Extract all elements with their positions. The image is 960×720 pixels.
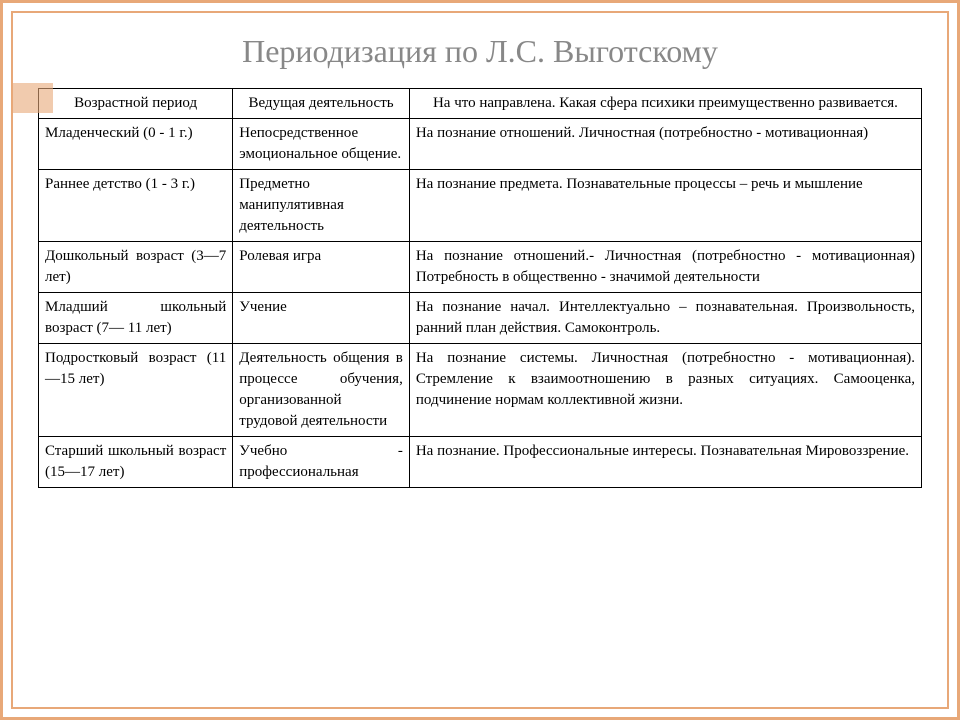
cell-period: Младший школьный возраст (7— 11 лет) — [39, 293, 233, 344]
cell-period: Подростковый возраст (11—15 лет) — [39, 344, 233, 437]
table-row: Подростковый возраст (11—15 лет) Деятель… — [39, 344, 922, 437]
slide-inner-frame: Периодизация по Л.С. Выготскому Возрастн… — [11, 11, 949, 709]
cell-period: Старший школьный возраст (15—17 лет) — [39, 437, 233, 488]
table-header-row: Возрастной период Ведущая деятельность Н… — [39, 89, 922, 119]
table-row: Старший школьный возраст (15—17 лет) Уче… — [39, 437, 922, 488]
cell-activity: Учебно - профессиональная — [233, 437, 410, 488]
page-title: Периодизация по Л.С. Выготскому — [13, 13, 947, 88]
cell-focus: На познание системы. Личностная (потребн… — [409, 344, 921, 437]
table-row: Младенческий (0 - 1 г.) Непосредственное… — [39, 119, 922, 170]
periodization-table: Возрастной период Ведущая деятельность Н… — [38, 88, 922, 488]
cell-focus: На познание. Профессиональные интересы. … — [409, 437, 921, 488]
accent-decoration — [13, 83, 53, 113]
slide-outer-frame: Периодизация по Л.С. Выготскому Возрастн… — [0, 0, 960, 720]
cell-activity: Предметно манипулятивная деятельность — [233, 170, 410, 242]
cell-focus: На познание отношений. Личностная (потре… — [409, 119, 921, 170]
cell-focus: На познание отношений.- Личностная (потр… — [409, 242, 921, 293]
cell-period: Дошкольный возраст (3—7 лет) — [39, 242, 233, 293]
table-container: Возрастной период Ведущая деятельность Н… — [13, 88, 947, 488]
cell-focus: На познание начал. Интеллектуально – поз… — [409, 293, 921, 344]
table-row: Раннее детство (1 - 3 г.) Предметно мани… — [39, 170, 922, 242]
cell-activity: Ролевая игра — [233, 242, 410, 293]
col-header-period: Возрастной период — [39, 89, 233, 119]
table-row: Дошкольный возраст (3—7 лет) Ролевая игр… — [39, 242, 922, 293]
cell-activity: Деятельность общения в процессе обучения… — [233, 344, 410, 437]
cell-period: Раннее детство (1 - 3 г.) — [39, 170, 233, 242]
cell-focus: На познание предмета. Познавательные про… — [409, 170, 921, 242]
col-header-activity: Ведущая деятельность — [233, 89, 410, 119]
cell-activity: Учение — [233, 293, 410, 344]
cell-period: Младенческий (0 - 1 г.) — [39, 119, 233, 170]
cell-activity: Непосредственное эмоциональное общение. — [233, 119, 410, 170]
table-row: Младший школьный возраст (7— 11 лет) Уче… — [39, 293, 922, 344]
col-header-focus: На что направлена. Какая сфера психики п… — [409, 89, 921, 119]
